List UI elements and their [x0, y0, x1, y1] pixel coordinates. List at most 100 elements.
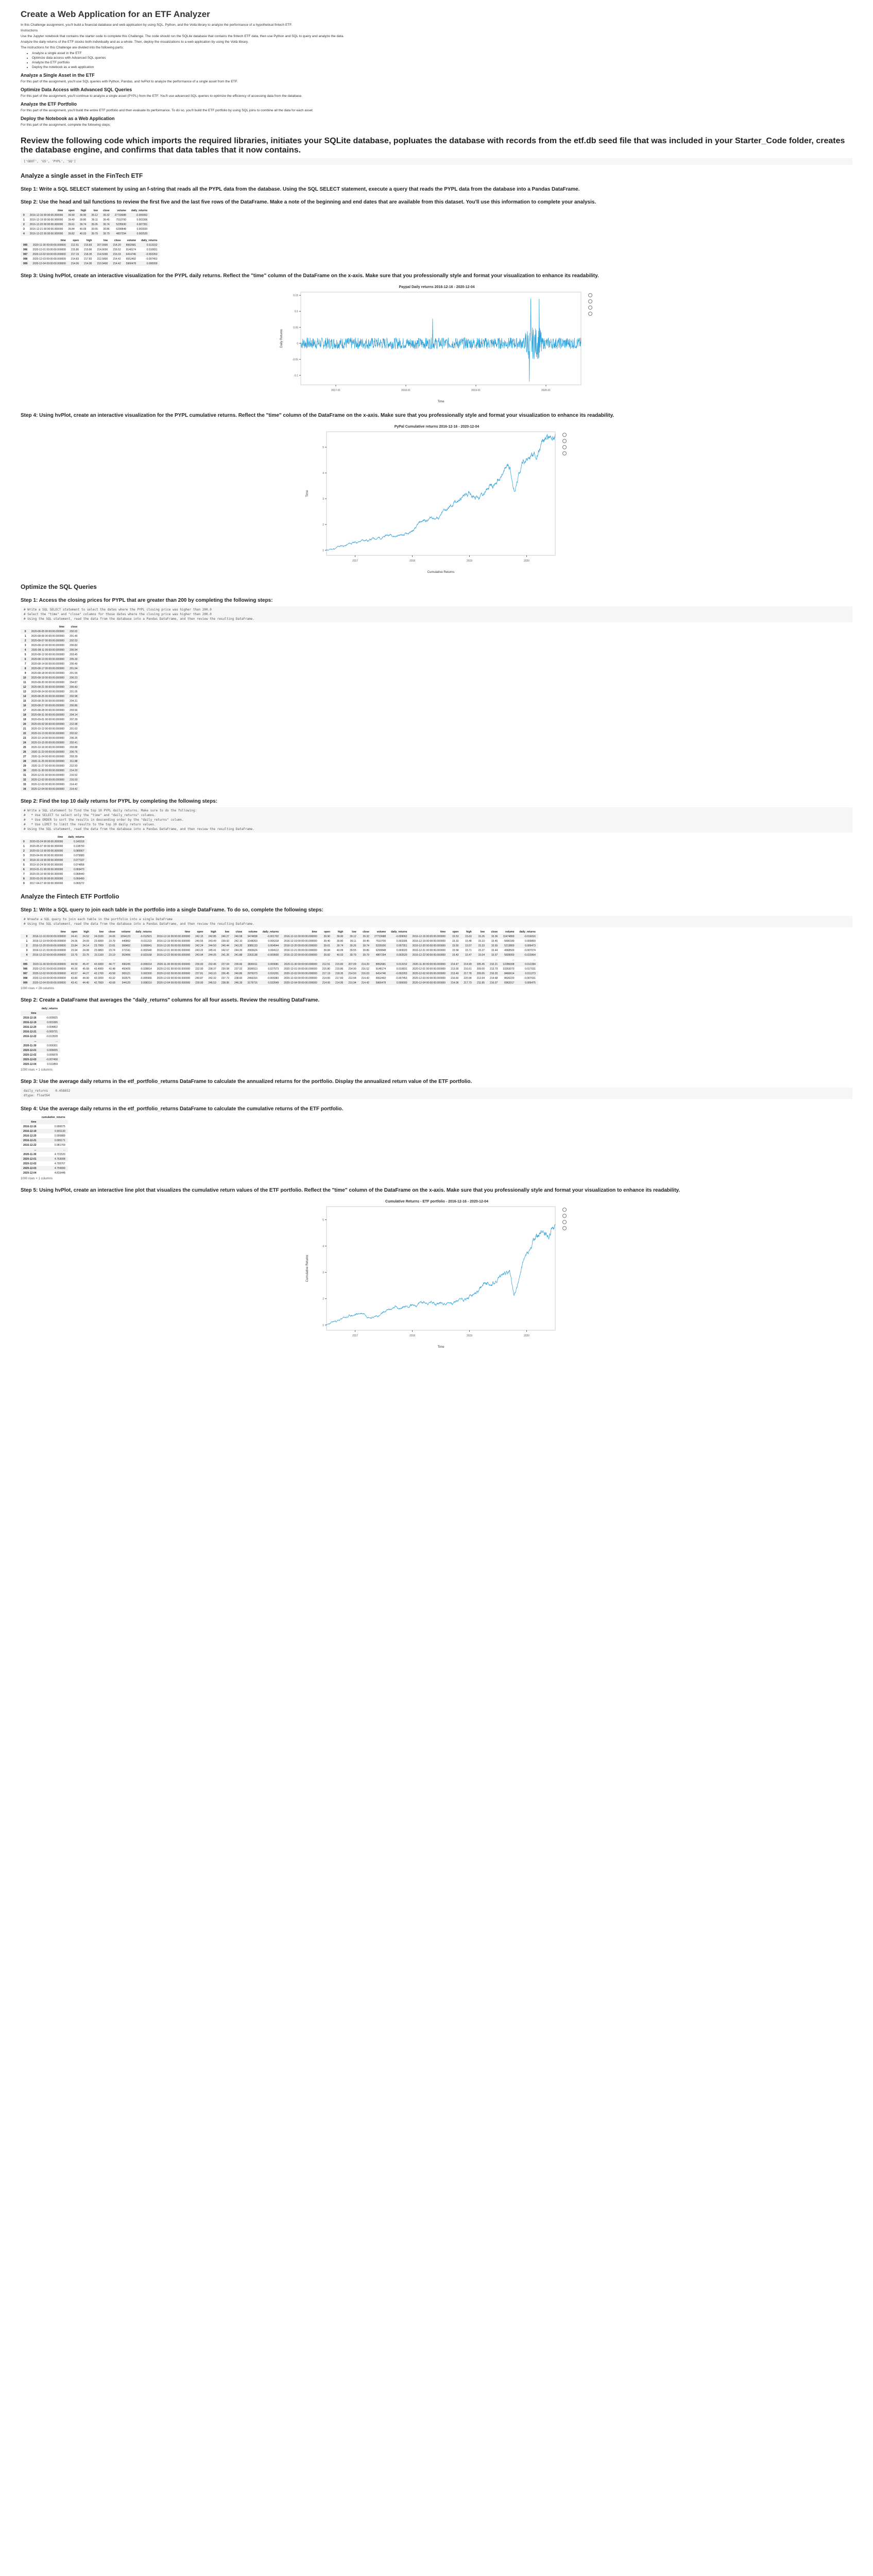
zoom-icon[interactable]	[588, 299, 592, 303]
table-body: 0 2020-03-24 00:00:00.000000 0.140318 1 2020…	[21, 839, 87, 886]
table-cell: 44.59	[71, 962, 78, 966]
table-cell: 2020-08-18 00:00:00.000000	[31, 671, 65, 675]
table-cell: 0.004112	[268, 948, 279, 952]
row-index: 20	[23, 722, 26, 726]
table-cell: 2016-12-16 00:00:00.000000	[284, 935, 317, 938]
table-cell: 217.73	[464, 981, 472, 985]
table-cell: 3085133	[247, 944, 258, 947]
table-cell: 241.88	[234, 953, 243, 957]
pan-icon[interactable]	[562, 433, 567, 437]
table-cell: 39.40	[68, 218, 75, 222]
column-header: close	[71, 625, 78, 629]
column-header: high	[80, 209, 87, 212]
table-cell: 6414746	[126, 252, 136, 256]
table-cell: ...	[512, 958, 515, 961]
table-cell: ...	[75, 958, 78, 961]
table-cell: 2016-12-19 00:00:00.000000	[157, 939, 191, 943]
row-index: 13	[23, 690, 26, 693]
table-cell: -0.009383	[267, 976, 279, 980]
table-cell: 344120	[122, 981, 131, 985]
daily-returns-chart[interactable]: Paypal Daily returns 2016-12-16 - 2020-1…	[277, 282, 596, 405]
table-cell: -0.007074	[524, 948, 536, 952]
optimize-heading: Optimize the SQL Queries	[21, 583, 97, 590]
table-cell: 23.94	[71, 948, 78, 952]
table-cell: 4807294	[375, 953, 386, 957]
table-cell: 0.007351	[396, 944, 407, 947]
table-row: 1 2020-05-07 00:00:00.000000 0.138700	[21, 844, 87, 849]
table-row: 0 2016-12-16 00:00:00.000000 24.41 24.52 24.…	[21, 934, 538, 939]
row-index: 996	[23, 967, 28, 971]
row-index: 32	[23, 778, 26, 782]
table-cell: 2020-12-01 00:00:00.000000	[32, 967, 66, 971]
table-cell: 10263070	[503, 967, 515, 971]
reset-icon[interactable]	[588, 306, 592, 310]
table-cell: 39.12	[350, 935, 356, 938]
save-icon[interactable]	[562, 1226, 567, 1230]
y-tick-label: -0.1	[294, 374, 298, 377]
row-index: 2016-12-16	[23, 1125, 37, 1128]
task-item: Analyze the ETF portfolio	[32, 60, 852, 65]
table-cell: 44.77	[109, 962, 115, 966]
table-cell: 2020-12-04 00:00:00.000000	[32, 981, 66, 985]
y-tick-label: 4	[322, 472, 324, 475]
column-header: close	[235, 930, 243, 934]
table-cell: ...	[255, 958, 258, 961]
save-icon[interactable]	[562, 451, 567, 455]
table-cell: 2020-12-03 00:00:00.000000	[412, 976, 446, 980]
table-cell: 15.33	[478, 944, 485, 947]
table-cell: 0.003020	[136, 227, 148, 231]
x-tick-label: 2019-01	[471, 389, 481, 392]
table-cell: 244.50	[208, 944, 216, 947]
x-tick-label: 2019	[466, 1334, 472, 1337]
table-cell: 40.09	[336, 948, 344, 952]
table-cell: 0.003306	[396, 939, 407, 943]
row-index: 27	[23, 755, 26, 758]
table-cell: 353456	[122, 953, 131, 957]
reset-icon[interactable]	[562, 1220, 567, 1224]
column-header: low	[352, 930, 356, 934]
row-index: 7	[24, 662, 26, 666]
table-cell: 2020-12-02 00:00:00.000000	[412, 972, 446, 975]
table-cell: 2020-03-26 00:00:00.000000	[29, 877, 63, 880]
table-cell: 0.991130	[55, 1129, 65, 1133]
table-cell: 246.39	[234, 981, 243, 985]
table-row: 2016-12-21 -0.000721	[21, 1029, 60, 1034]
table-row: 16 2020-08-27 00:00:00.000000 200.86	[21, 703, 80, 708]
table-cell: -0.002263	[145, 252, 158, 256]
table-cell: 39.26	[91, 223, 98, 226]
table-cell: ...	[149, 958, 152, 961]
pan-icon[interactable]	[562, 1208, 567, 1212]
table-row: 2020-12-04 0.011859	[21, 1062, 60, 1066]
table-cell: 2020-12-03 00:00:00.000000	[31, 783, 65, 786]
table-cell: 5235930	[116, 223, 126, 226]
zoom-icon[interactable]	[562, 1214, 567, 1218]
row-index: 9	[24, 671, 26, 675]
cumulative-returns-chart[interactable]: PyPal Cumulative returns 2016-12-16 - 20…	[303, 421, 571, 576]
table-body: time 2016-12-16 -0.009925 2016-12-19 0.00106…	[21, 1011, 60, 1066]
column-header: close	[363, 930, 369, 934]
table-cell: 39.74	[79, 223, 87, 226]
zoom-icon[interactable]	[562, 439, 567, 443]
table-cell: 216.61	[464, 967, 472, 971]
table-cell: 214.42	[113, 262, 121, 265]
row-index: ...	[25, 958, 28, 961]
table-cell: 5213800	[504, 944, 515, 947]
column-header: open	[197, 930, 203, 934]
table-cell: 2020-11-30 00:00:00.000000	[32, 962, 66, 966]
save-icon[interactable]	[588, 312, 592, 316]
table-cell: ...	[456, 958, 459, 961]
column-header: close	[491, 930, 498, 934]
y-tick-label: 0.15	[293, 294, 298, 297]
reset-icon[interactable]	[562, 445, 567, 449]
column-header: open	[452, 930, 459, 934]
table-cell: 15.37	[478, 948, 485, 952]
table-cell: -0.000721	[46, 1030, 58, 1033]
table-cell: 2018-10-19 00:00:00.000000	[29, 858, 63, 862]
pan-icon[interactable]	[588, 293, 592, 297]
port-step1-heading: Step 1: Write a SQL query to join each t…	[21, 907, 323, 913]
etf-cumulative-chart[interactable]: Cumulative Returns - ETF portfolio - 201…	[303, 1196, 571, 1351]
table-cell: 212.5800	[97, 257, 108, 261]
column-header: low	[480, 930, 485, 934]
table-cell: 205.45	[476, 962, 485, 966]
table-cell: -0.028814	[140, 967, 152, 971]
